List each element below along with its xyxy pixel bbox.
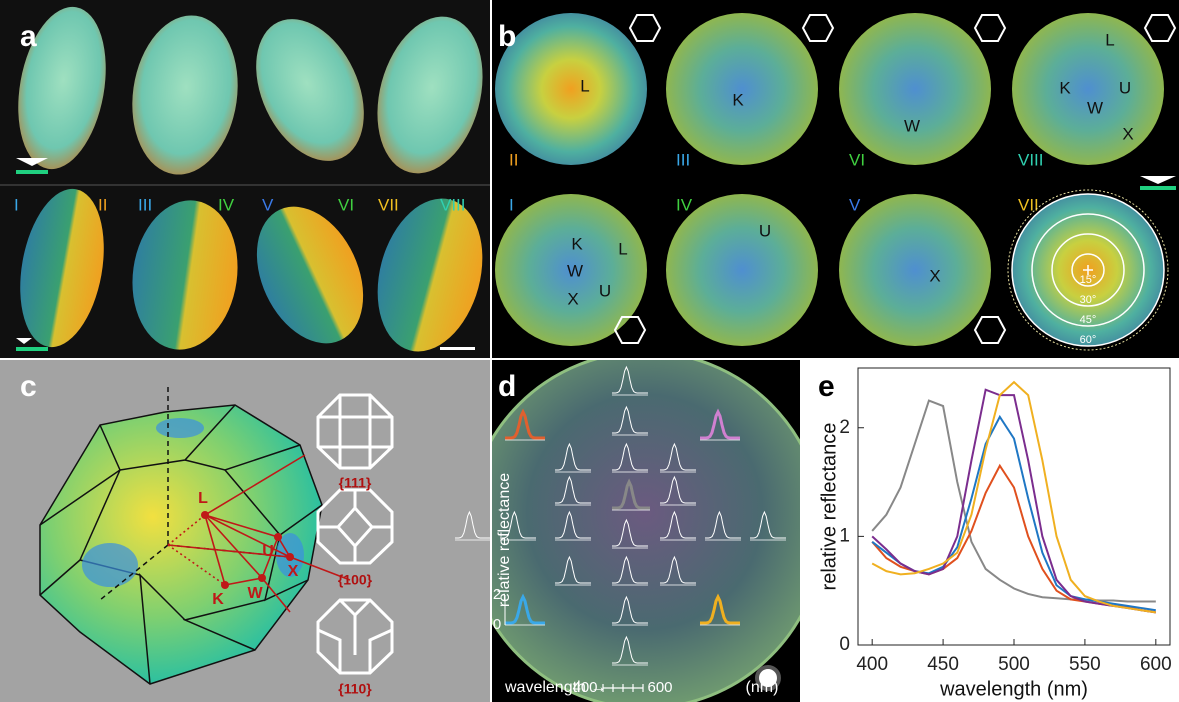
symmetry-point: X	[929, 266, 940, 285]
y-tick-label: 0	[839, 634, 850, 655]
orientation-image	[1012, 13, 1164, 165]
mini-tick-label: 0	[493, 616, 501, 633]
roman-label: VII	[378, 195, 399, 214]
symmetry-point: L	[1105, 30, 1114, 49]
orientation-image	[839, 194, 991, 346]
roman-label: V	[849, 195, 861, 214]
roman-label: VIII	[440, 195, 466, 214]
roman-label: II	[509, 150, 518, 169]
panel-label: c	[20, 370, 37, 403]
roman-label: VI	[338, 195, 354, 214]
symmetry-point: L	[580, 76, 589, 95]
x-tick-label: 600	[1140, 654, 1172, 675]
panel-label: b	[498, 20, 516, 53]
facet-label: {100}	[338, 572, 373, 588]
orientation-image	[666, 194, 818, 346]
symmetry-point: L	[198, 490, 208, 507]
facet-label: {111}	[339, 475, 372, 491]
roman-label: I	[14, 195, 19, 214]
roman-label: VIII	[1018, 150, 1044, 169]
symmetry-point: U	[1119, 78, 1131, 97]
symmetry-point: U	[599, 281, 611, 300]
symmetry-point: K	[212, 591, 224, 608]
angle-label: 60°	[1080, 334, 1097, 346]
panel-label: e	[818, 370, 835, 403]
angle-label: 30°	[1080, 294, 1097, 306]
orientation-image	[666, 13, 818, 165]
symmetry-point: X	[288, 563, 299, 580]
panel-e-bg	[800, 360, 1179, 702]
symmetry-point: K	[732, 90, 744, 109]
mini-tick-label: 600	[647, 679, 672, 696]
scale-bar	[1140, 186, 1176, 190]
orientation-image	[495, 13, 647, 165]
roman-label: III	[676, 150, 690, 169]
roman-label: IV	[218, 195, 235, 214]
x-tick-label: 400	[856, 654, 888, 675]
figure: a IIIIIIIVVVIVIIVIII LIIKIIIWVILKUWXVIII…	[0, 0, 1179, 702]
symmetry-point: W	[567, 261, 583, 280]
axis-label: wavelength →	[504, 679, 606, 696]
y-tick-label: 1	[839, 525, 850, 546]
symmetry-point: U	[262, 543, 274, 560]
panel-label: d	[498, 370, 516, 403]
symmetry-point: L	[618, 239, 627, 258]
roman-label: VI	[849, 150, 865, 169]
y-axis-label: relative reflectance	[818, 423, 840, 591]
symmetry-point: K	[1059, 78, 1071, 97]
roman-label: IV	[676, 195, 693, 214]
symmetry-point: X	[1122, 124, 1133, 143]
panel-d-image	[467, 352, 823, 702]
symmetry-point: U	[759, 221, 771, 240]
roman-label: V	[262, 195, 274, 214]
x-tick-label: 550	[1069, 654, 1101, 675]
angle-label: 15°	[1080, 274, 1097, 286]
x-tick-label: 450	[927, 654, 959, 675]
y-tick-label: 2	[839, 417, 850, 438]
symmetry-point: W	[904, 116, 920, 135]
unit-label: (nm)	[746, 679, 779, 696]
symmetry-point: K	[571, 234, 583, 253]
axis-label: relative reflectance	[496, 473, 513, 607]
x-axis-label: wavelength (nm)	[939, 678, 1088, 700]
roman-label: VII	[1018, 195, 1039, 214]
panel-label: a	[20, 20, 37, 53]
symmetry-point: W	[247, 585, 263, 602]
roman-label: II	[98, 195, 107, 214]
x-tick-label: 500	[998, 654, 1030, 675]
symmetry-point: W	[1087, 98, 1103, 117]
roman-label: I	[509, 195, 514, 214]
roman-label: III	[138, 195, 152, 214]
orientation-image	[839, 13, 991, 165]
symmetry-point: X	[567, 289, 578, 308]
facet-label: {110}	[338, 681, 372, 697]
angle-label: 45°	[1080, 314, 1097, 326]
